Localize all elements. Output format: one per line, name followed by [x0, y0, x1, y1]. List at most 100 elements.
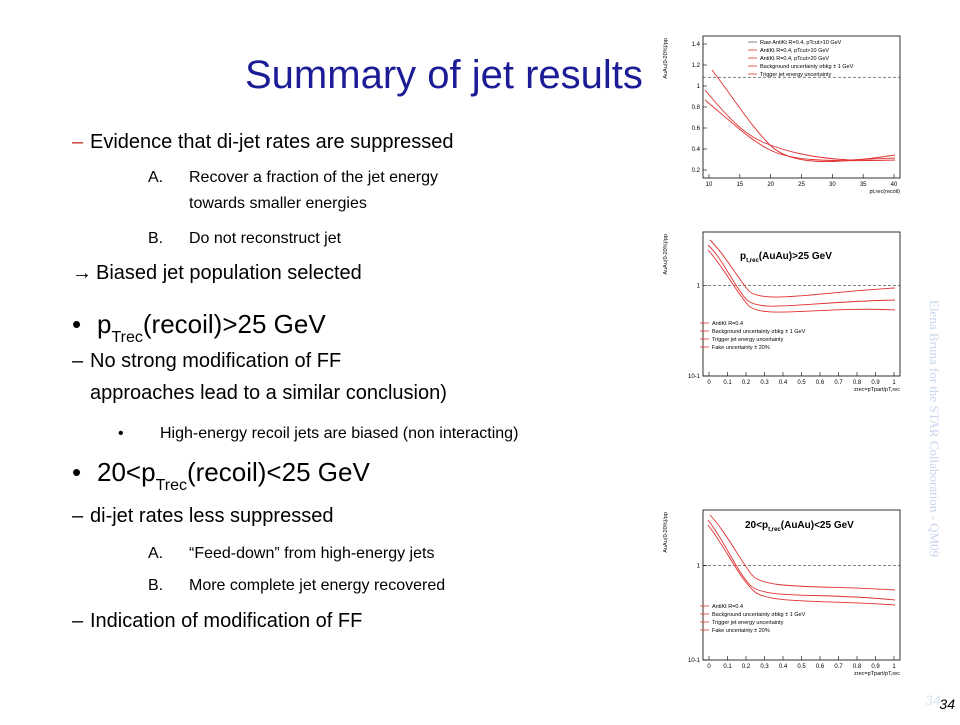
text-part: (AuAu)<25 GeV: [781, 520, 854, 531]
subscript: Trec: [111, 329, 142, 346]
plot-curve: [704, 89, 896, 161]
page-number-ghost: 34: [925, 692, 941, 708]
y-tick-label: 0.4: [692, 147, 701, 153]
x-tick-label: 0.4: [779, 664, 788, 670]
x-tick-label: 0.1: [723, 380, 732, 386]
list-marker: B.: [148, 577, 163, 594]
plot-curve: [707, 244, 896, 307]
x-tick-label: 0.7: [834, 664, 843, 670]
list-marker: •: [118, 425, 124, 442]
y-axis-label: AuAu(0-20%)/pp: [663, 234, 669, 275]
legend-entry: Background uncertainty σbkg ± 1 GeV: [712, 329, 806, 335]
x-axis-label: pt,rec(recoil): [869, 189, 900, 195]
plot-background: [660, 28, 910, 192]
text-part: (recoil)>25 GeV: [143, 309, 326, 339]
list-marker: A.: [148, 545, 163, 562]
x-tick-label: 0.1: [723, 664, 732, 670]
legend-entry: Background uncertainty σbkg ± 1 GeV: [760, 64, 854, 70]
legend-entry: Trigger jet energy uncertainty: [760, 72, 832, 78]
text-part: Do not reconstruct jet: [189, 230, 342, 247]
text-part: High-energy recoil jets are biased (non …: [160, 425, 518, 442]
list-text: Recover a fraction of the jet energy: [189, 169, 438, 186]
x-tick-label: 0.3: [760, 664, 769, 670]
x-axis-label: zrec=pTpart/pT,rec: [854, 387, 900, 393]
plot-label: 20<pt,rec(AuAu)<25 GeV: [745, 520, 854, 533]
y-axis-label: AuAu(0-20%)/pp: [663, 38, 669, 79]
subscript: Trec: [156, 477, 187, 494]
plot-label: pt,rec(AuAu)>25 GeV: [740, 251, 832, 264]
x-tick-label: 15: [736, 182, 743, 188]
x-tick-label: 0.5: [797, 664, 806, 670]
side-note: Elena Bruna for the STAR Collaboration -…: [927, 300, 942, 557]
list-text: approaches lead to a similar conclusion): [90, 382, 447, 404]
list-marker: –: [72, 610, 84, 632]
text-part: Biased jet population selected: [96, 262, 362, 284]
x-tick-label: 0.6: [816, 664, 825, 670]
x-tick-label: 0: [707, 380, 711, 386]
x-tick-label: 0.7: [834, 380, 843, 386]
text-part: “Feed-down” from high-energy jets: [189, 545, 434, 562]
legend-entry: AntiKt R=0.4, pTcut>10 GeV: [760, 48, 829, 54]
title: Summary of jet results: [245, 53, 643, 97]
list-text: No strong modification of FF: [90, 350, 341, 372]
legend-entry: AntiKt R=0.4: [712, 604, 743, 610]
legend-entry: Trigger jet energy uncertainty: [712, 620, 784, 626]
x-tick-label: 20: [767, 182, 774, 188]
plot-curve: [709, 514, 896, 591]
text-part: No strong modification of FF: [90, 350, 341, 372]
x-tick-label: 0.5: [797, 380, 806, 386]
legend-entry: AntiKt R=0.4: [712, 321, 743, 327]
x-tick-label: 0.8: [853, 664, 862, 670]
subscript: t,rec: [746, 258, 759, 264]
text-part: 20<p: [97, 457, 156, 487]
x-tick-label: 0.2: [742, 380, 751, 386]
legend-entry: Background uncertainty σbkg ± 1 GeV: [712, 612, 806, 618]
x-tick-label: 1: [892, 664, 896, 670]
plot-curve: [707, 519, 896, 601]
y-tick-label: 1.2: [692, 63, 701, 69]
text-part: (AuAu)>25 GeV: [759, 251, 832, 262]
x-tick-label: 40: [891, 182, 898, 188]
list-marker: A.: [148, 169, 163, 186]
list-marker: •: [72, 457, 81, 487]
x-tick-label: 35: [860, 182, 867, 188]
list-marker: –: [72, 131, 84, 153]
legend-entry: Trigger jet energy uncertainty: [712, 337, 784, 343]
text-part: p: [97, 309, 111, 339]
x-tick-label: 1: [892, 380, 896, 386]
y-tick-label: 0.8: [692, 105, 701, 111]
page-number: 34: [939, 696, 955, 712]
plots: 0.20.40.60.811.21.410 15 20 25 30 35 40pt,rec(…: [660, 28, 910, 695]
text-part: approaches lead to a similar conclusion): [90, 382, 447, 404]
y-tick-label: 0.6: [692, 126, 701, 132]
list-text: Biased jet population selected: [96, 262, 362, 284]
x-axis-label: zrec=pTpart/pT,rec: [854, 671, 900, 677]
list-marker: B.: [148, 230, 163, 247]
text-part: towards smaller energies: [189, 195, 367, 212]
legend-entry: Raw AntiKt R=0.4, pTcut>10 GeV: [760, 40, 842, 46]
list-text: Indication of modification of FF: [90, 610, 362, 632]
text-part: 20<p: [745, 520, 768, 531]
plot-curve: [711, 69, 896, 163]
x-tick-label: 0: [707, 664, 711, 670]
text-part: Recover a fraction of the jet energy: [189, 169, 438, 186]
subscript: t,rec: [768, 527, 781, 533]
x-tick-label: 0.6: [816, 380, 825, 386]
list-marker: –: [72, 350, 84, 372]
y-tick-label: 1.4: [692, 42, 701, 48]
y-tick-label: 10-1: [688, 658, 701, 664]
list-text: di-jet rates less suppressed: [90, 505, 333, 527]
list-text: More complete jet energy recovered: [189, 577, 445, 594]
list-text: towards smaller energies: [189, 195, 367, 212]
y-axis-label: AuAu(0-20%)/pp: [663, 512, 669, 553]
y-tick-label: 1: [697, 564, 701, 570]
y-tick-label: 1: [697, 283, 701, 289]
x-tick-label: 30: [829, 182, 836, 188]
list-marker: •: [72, 309, 81, 339]
x-tick-label: 10: [706, 182, 713, 188]
legend-entry: Fake uncertainty ± 20%: [712, 628, 770, 634]
list-marker: →: [72, 262, 92, 284]
x-tick-label: 0.4: [779, 380, 788, 386]
text-part: Indication of modification of FF: [90, 610, 362, 632]
